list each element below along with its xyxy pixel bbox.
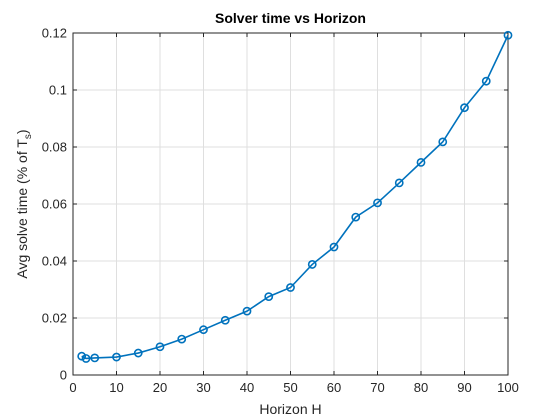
data-point-marker	[307, 260, 317, 269]
y-tick-label: 0	[60, 368, 67, 383]
data-point-marker	[394, 178, 404, 188]
x-tick-label: 20	[153, 380, 167, 395]
y-tick-label: 0.1	[49, 83, 67, 98]
data-point-marker	[481, 76, 491, 86]
grid-layer	[73, 33, 508, 375]
data-point-marker	[220, 315, 230, 325]
series-layer	[77, 30, 513, 363]
y-tick-label: 0.06	[42, 197, 67, 212]
y-axis-label-subscript: s	[23, 134, 34, 139]
x-axis-label: Horizon H	[259, 401, 321, 417]
data-point-marker	[242, 306, 252, 316]
data-point-marker	[264, 292, 274, 302]
x-tick-label: 10	[109, 380, 123, 395]
data-point-marker	[373, 198, 382, 208]
data-point-marker	[438, 137, 448, 147]
y-axis-label-close: )	[14, 129, 30, 134]
y-tick-label: 0.08	[42, 140, 67, 155]
y-tick-label: 0.02	[42, 311, 67, 326]
y-tick-label: 0.12	[42, 26, 67, 41]
data-point-marker	[177, 334, 187, 344]
data-point-marker	[351, 212, 361, 222]
x-tick-label: 90	[457, 380, 471, 395]
data-point-marker	[503, 30, 513, 40]
data-point-marker	[416, 157, 426, 167]
data-point-marker	[90, 353, 100, 363]
x-tick-label: 60	[327, 380, 341, 395]
data-point-marker	[133, 348, 143, 358]
x-tick-label: 30	[196, 380, 210, 395]
data-point-marker	[286, 283, 295, 292]
series-line	[81, 34, 509, 360]
x-tick-label: 50	[283, 380, 297, 395]
x-tick-label: 40	[240, 380, 254, 395]
data-point-marker	[81, 354, 91, 363]
x-tick-label: 70	[370, 380, 384, 395]
y-tick-label: 0.04	[42, 254, 67, 269]
data-point-marker	[199, 325, 208, 335]
y-axis-label: Avg solve time (% of Ts)	[14, 129, 34, 278]
data-point-marker	[112, 352, 121, 362]
data-point-marker	[460, 103, 469, 113]
tick-layer: 0 10 20 30 40 50 60 70 80 90 100 0 0.02 0.04 0.06 0.08 0…	[42, 26, 519, 396]
x-tick-label: 0	[69, 380, 76, 395]
x-tick-label: 80	[414, 380, 428, 395]
data-point-marker	[329, 242, 339, 252]
data-point-marker	[155, 342, 165, 352]
y-axis-label-main: Avg solve time (% of T	[14, 139, 30, 279]
chart-title: Solver time vs Horizon	[215, 10, 366, 26]
data-point-marker	[77, 351, 87, 361]
x-tick-label: 100	[497, 380, 519, 395]
